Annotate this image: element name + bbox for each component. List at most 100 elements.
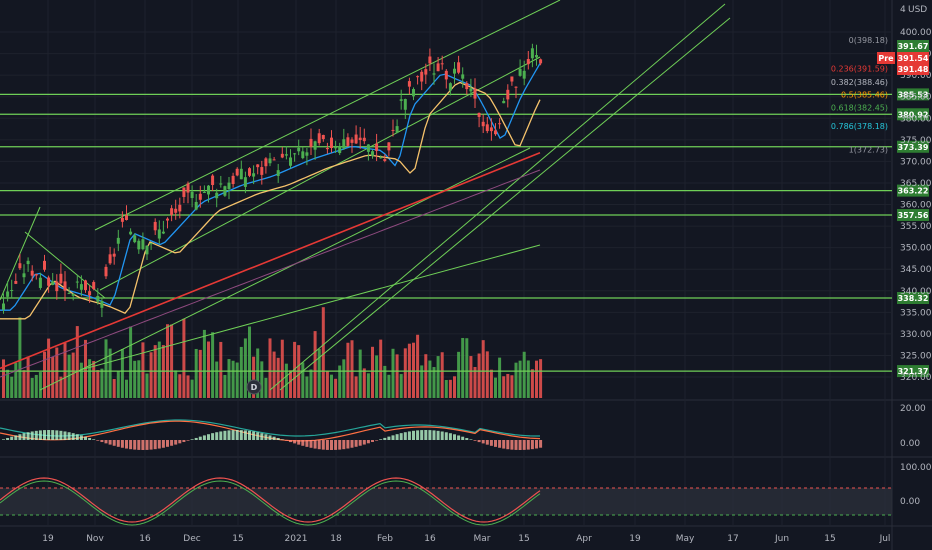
candle-body <box>395 126 399 133</box>
macd-histogram-bar <box>489 440 493 446</box>
volume-bar <box>514 362 518 398</box>
volume-bar <box>75 326 79 398</box>
macd-histogram-bar <box>161 440 165 448</box>
dividend-marker-label: D <box>251 383 258 392</box>
macd-histogram-bar <box>239 430 243 440</box>
candle-body <box>403 98 407 110</box>
macd-histogram-bar <box>407 431 411 440</box>
fibonacci-level-label: 0.786(378.18) <box>831 122 888 131</box>
time-axis-tick: 17 <box>727 534 738 544</box>
volume-bar <box>194 348 198 398</box>
candle-body <box>494 130 497 135</box>
volume-bar <box>207 341 210 398</box>
volume-bar <box>477 353 481 398</box>
macd-histogram-bar <box>485 440 489 445</box>
candle-body <box>469 88 473 92</box>
candle-body <box>477 112 481 117</box>
candle-body <box>71 293 75 296</box>
volume-bar <box>436 356 440 398</box>
fibonacci-level-label: 0(398.18) <box>849 36 888 45</box>
macd-histogram-bar <box>366 440 370 444</box>
candle-body <box>407 81 411 87</box>
candle-body <box>530 48 534 59</box>
candle-body <box>137 240 141 250</box>
volume-bar <box>350 340 354 398</box>
volume-bar <box>51 357 55 398</box>
volume-bar <box>260 361 264 398</box>
macd-histogram-bar <box>399 433 403 440</box>
macd-histogram-bar <box>211 433 215 440</box>
macd-histogram-bar <box>67 432 71 440</box>
price-axis-tick: 360.00 <box>900 201 932 211</box>
level-price-tag <box>897 365 929 378</box>
level-price-label: 385.53 <box>898 90 929 99</box>
volume-bar <box>284 363 288 398</box>
volume-bar <box>354 376 358 398</box>
volume-bar <box>448 379 452 398</box>
candle-body <box>522 70 526 79</box>
volume-bar <box>34 374 38 398</box>
macd-histogram-bar <box>14 435 18 440</box>
macd-histogram-bar <box>473 440 477 441</box>
candle-body <box>248 168 251 176</box>
ma-slow-line <box>0 169 541 378</box>
macd-histogram-bar <box>453 434 456 440</box>
macd-histogram-bar <box>59 430 63 440</box>
candle-body <box>354 134 358 144</box>
volume-bar <box>280 339 284 398</box>
macd-histogram-bar <box>469 439 473 440</box>
candle-body <box>289 157 292 166</box>
current-price-label: 391.67 <box>898 42 929 51</box>
time-axis-tick: 15 <box>824 534 835 544</box>
macd-histogram-bar <box>125 440 128 449</box>
candle-body <box>358 137 362 141</box>
volume-bar <box>67 354 71 398</box>
candle-body <box>104 266 108 277</box>
candle-body <box>47 277 51 286</box>
candle-body <box>391 129 395 131</box>
macd-histogram-bar <box>260 433 264 440</box>
candle-body <box>506 89 510 100</box>
volume-bar <box>141 342 145 398</box>
macd-histogram-bar <box>502 440 506 449</box>
macd-histogram-bar <box>465 438 469 440</box>
macd-histogram-bar <box>268 435 272 440</box>
candle-body <box>416 76 420 78</box>
macd-histogram-bar <box>535 440 538 449</box>
volume-bar <box>457 351 461 398</box>
candle-body <box>67 293 71 295</box>
candle-body <box>6 291 10 297</box>
volume-bar <box>248 326 251 398</box>
macd-histogram-bar <box>526 440 530 450</box>
volume-bar <box>59 376 63 398</box>
price-axis-tick: 400.00 <box>900 28 932 38</box>
volume-bar <box>473 366 477 398</box>
volume-bar <box>510 375 514 398</box>
volume-bar <box>108 348 112 398</box>
volume-bar <box>539 359 543 398</box>
candle-body <box>55 281 59 292</box>
volume-bar <box>485 351 489 398</box>
macd-histogram-bar <box>129 440 133 450</box>
candle-body <box>280 153 284 158</box>
candle-body <box>174 208 178 213</box>
candle-body <box>301 151 305 159</box>
trend-line <box>279 17 731 391</box>
volume-bar <box>432 367 436 398</box>
macd-histogram-bar <box>256 432 260 440</box>
macd-histogram-bar <box>461 436 465 440</box>
macd-histogram-bar <box>88 437 92 440</box>
volume-bar <box>14 362 18 398</box>
candle-body <box>108 254 112 264</box>
candle-body <box>182 187 186 197</box>
time-axis-tick: 19 <box>629 534 641 544</box>
volume-bar <box>190 379 194 398</box>
volume-bar <box>223 374 227 398</box>
price-axis-tick: 335.00 <box>900 308 932 318</box>
macd-histogram-bar <box>248 430 251 440</box>
volume-bar <box>133 360 137 398</box>
macd-histogram-bar <box>75 434 79 440</box>
macd-histogram-bar <box>383 437 387 440</box>
macd-histogram-bar <box>387 436 391 440</box>
macd-histogram-bar <box>330 440 333 450</box>
